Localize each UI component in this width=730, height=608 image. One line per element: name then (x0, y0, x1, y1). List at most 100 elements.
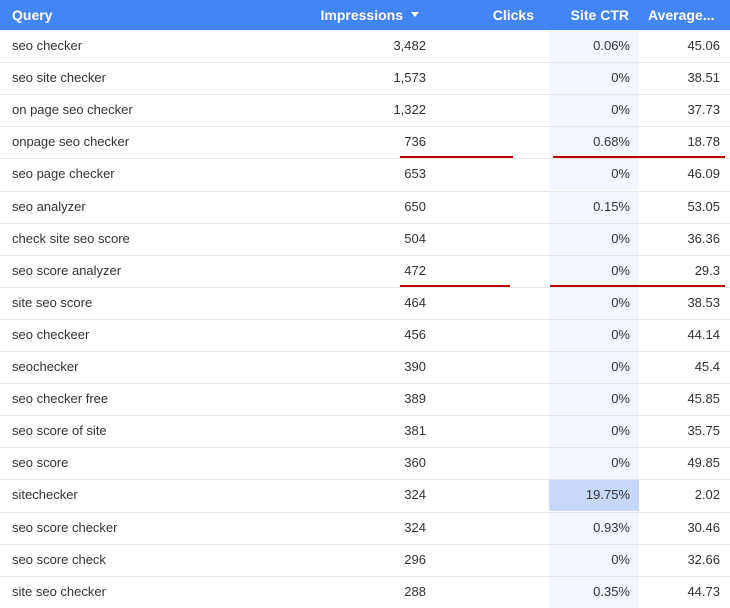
row-separator (0, 286, 730, 288)
impressions-cell: 296 (404, 551, 426, 567)
ctr-cell-bg (549, 222, 639, 255)
column-header[interactable]: Impressions (320, 7, 403, 23)
impressions-cell: 324 (404, 487, 426, 503)
average-cell: 45.4 (694, 359, 720, 374)
impressions-cell: 1,573 (393, 70, 426, 86)
row-separator (0, 126, 730, 128)
impressions-cell: 3,482 (393, 38, 426, 53)
average-cell: 46.09 (687, 166, 720, 182)
highlight-line (550, 285, 725, 287)
column-header[interactable]: Clicks (492, 7, 534, 23)
ctr-cell-bg (549, 126, 639, 159)
row-separator (0, 447, 730, 449)
average-cell: 29.3 (694, 262, 720, 278)
query-cell: seo score analyzer (12, 262, 122, 278)
row-separator (0, 543, 730, 545)
row-separator (0, 511, 730, 513)
query-cell: seo score (12, 455, 69, 471)
impressions-cell: 464 (404, 294, 426, 310)
average-cell: 37.73 (687, 102, 720, 118)
impressions-cell: 456 (404, 326, 426, 342)
ctr-cell: 0% (611, 230, 630, 246)
query-cell: check site seo score (12, 230, 130, 246)
ctr-cell-bg (549, 383, 639, 416)
query-cell: seo score checker (12, 519, 118, 535)
query-cell: seo score check (12, 551, 106, 567)
ctr-cell-bg (549, 318, 639, 351)
ctr-cell: 0% (611, 359, 630, 374)
ctr-cell: 0% (611, 423, 630, 439)
average-cell: 49.85 (687, 455, 720, 471)
row-separator (0, 575, 730, 577)
average-cell: 35.75 (687, 423, 720, 439)
ctr-cell-bg (549, 351, 639, 384)
impressions-cell: 360 (404, 455, 426, 471)
query-cell: sitechecker (12, 487, 78, 503)
average-cell: 44.14 (687, 326, 720, 342)
column-header[interactable]: Average... (648, 7, 715, 23)
impressions-cell: 288 (404, 583, 426, 599)
impressions-cell: 736 (404, 134, 426, 150)
query-cell: seochecker (12, 359, 79, 374)
row-separator (0, 383, 730, 385)
ctr-cell-bg (549, 575, 639, 608)
average-cell: 44.73 (687, 583, 720, 599)
row-separator (0, 190, 730, 192)
row-separator (0, 158, 730, 160)
row-separator (0, 222, 730, 224)
average-cell: 2.02 (694, 487, 720, 503)
ctr-cell: 0% (611, 455, 630, 471)
ctr-cell-bg (549, 254, 639, 287)
highlight-line (553, 156, 725, 158)
highlight-line (400, 156, 513, 158)
impressions-cell: 390 (404, 359, 426, 374)
average-cell: 36.36 (687, 230, 720, 246)
ctr-cell-bg (549, 62, 639, 95)
average-cell: 32.66 (687, 551, 720, 567)
row-separator (0, 94, 730, 96)
row-separator (0, 351, 730, 352)
row-separator (0, 62, 730, 64)
sort-arrow[interactable] (410, 12, 420, 18)
ctr-cell: 0% (611, 551, 630, 567)
ctr-cell: 0.93% (593, 519, 630, 535)
ctr-cell-bg (549, 543, 639, 576)
query-cell: site seo checker (12, 583, 106, 599)
table-header: Query Impressions Clicks Site CTR Averag… (0, 0, 730, 30)
row-separator (0, 415, 730, 417)
ctr-cell-bg (549, 158, 639, 191)
ctr-cell: 0% (611, 326, 630, 342)
query-cell: site seo score (12, 294, 93, 310)
ctr-cell: 19.75% (585, 487, 630, 503)
impressions-cell: 650 (404, 198, 426, 214)
ctr-cell: 0% (611, 262, 630, 278)
ctr-cell: 0.15% (593, 198, 630, 214)
impressions-cell: 324 (404, 519, 426, 535)
ctr-cell: 0.35% (593, 583, 630, 599)
impressions-cell: 381 (404, 423, 426, 439)
column-header[interactable]: Query (12, 7, 53, 23)
ctr-cell-bg (549, 511, 639, 544)
query-cell: seo checker (12, 38, 83, 53)
average-cell: 30.46 (687, 519, 720, 535)
impressions-cell: 389 (404, 391, 426, 407)
ctr-cell-bg (549, 94, 639, 127)
query-cell: seo checkeer (12, 326, 90, 342)
query-cell: seo checker free (12, 391, 109, 407)
ctr-cell-bg (549, 286, 639, 319)
impressions-cell: 472 (404, 262, 426, 278)
ctr-cell-bg (549, 30, 639, 63)
query-cell: seo page checker (12, 166, 115, 182)
impressions-cell: 504 (404, 230, 426, 246)
average-cell: 53.05 (687, 198, 720, 214)
query-cell: seo score of site (12, 423, 107, 439)
highlight-line (400, 285, 510, 287)
query-cell: onpage seo checker (12, 134, 130, 150)
column-header[interactable]: Site CTR (570, 7, 629, 23)
row-separator (0, 254, 730, 256)
ctr-cell-bg (549, 479, 639, 512)
ctr-cell: 0.68% (593, 134, 630, 150)
ctr-cell-bg (549, 415, 639, 448)
row-separator (0, 318, 730, 320)
